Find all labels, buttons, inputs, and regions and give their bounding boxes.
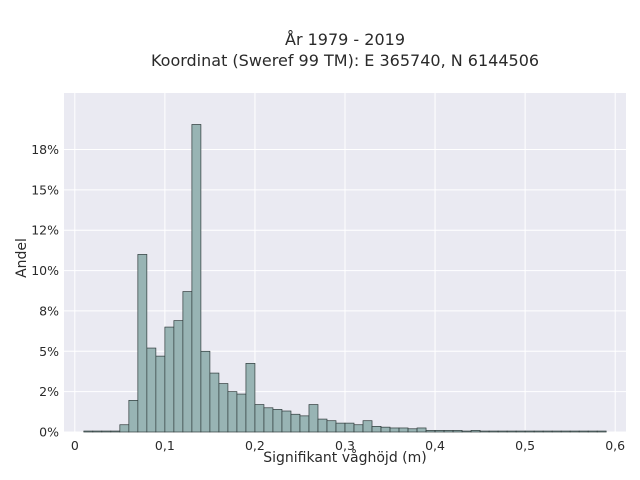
histogram-bar (128, 400, 139, 433)
histogram-bar (497, 430, 508, 433)
histogram-bar (398, 427, 409, 433)
x-axis-label: Signifikant våghöjd (m) (263, 449, 426, 466)
histogram-bar (236, 393, 247, 433)
histogram-bar (83, 430, 94, 433)
histogram-bar (506, 430, 517, 433)
histogram-bar (443, 430, 454, 433)
histogram-bar (218, 383, 229, 433)
histogram-bar (515, 430, 526, 433)
histogram-bar (596, 430, 607, 433)
histogram-bar (533, 430, 544, 433)
histogram-bar (560, 430, 571, 433)
histogram-bar (317, 418, 328, 433)
x-tick-labels: 0 0,1 0,2 0,3 0,4 0,5 0,6 (71, 438, 625, 453)
histogram-bars (83, 124, 607, 433)
y-tick-label: 18% (31, 142, 59, 157)
histogram-bar (173, 320, 184, 433)
histogram-bar (371, 426, 382, 433)
histogram-bar (479, 430, 490, 433)
x-tick-label: 0,5 (515, 438, 535, 453)
histogram-bar (119, 424, 130, 433)
histogram-bar (254, 404, 265, 433)
x-tick-label: 0,1 (155, 438, 175, 453)
histogram-bar (587, 430, 598, 433)
y-tick-label: 2% (39, 384, 59, 399)
histogram-bar (326, 420, 337, 433)
histogram-bar (182, 291, 193, 433)
y-tick-label: 10% (31, 263, 59, 278)
histogram-bar (434, 430, 445, 433)
histogram-bar (263, 407, 274, 433)
histogram-bar (425, 430, 436, 433)
histogram-bar (344, 422, 355, 433)
histogram-bar (245, 363, 256, 433)
histogram-bar (524, 430, 535, 433)
histogram-bar (461, 430, 472, 433)
histogram-bar (407, 428, 418, 433)
histogram-bar (362, 420, 373, 433)
x-tick-label: 0,6 (605, 438, 625, 453)
histogram-bar (542, 430, 553, 433)
y-tick-label: 12% (31, 223, 59, 238)
histogram-bar (380, 426, 391, 433)
histogram-bar (191, 124, 202, 433)
chart-title-line-2: Koordinat (Sweref 99 TM): E 365740, N 61… (151, 51, 539, 70)
histogram-bar (389, 427, 400, 433)
histogram-bar (92, 430, 103, 433)
histogram-bar (353, 424, 364, 433)
x-tick-label: 0,2 (245, 438, 265, 453)
x-tick-label: 0,3 (335, 438, 355, 453)
histogram-bar (299, 415, 310, 433)
histogram-bar (110, 430, 121, 433)
histogram-bar (290, 413, 301, 433)
histogram-bar (281, 410, 292, 433)
histogram-bar (488, 430, 499, 433)
y-tick-label: 15% (31, 182, 59, 197)
histogram-bar (146, 347, 157, 433)
histogram-bar (272, 409, 283, 433)
y-tick-label: 8% (39, 303, 59, 318)
chart-title-line-1: År 1979 - 2019 (285, 30, 405, 49)
histogram-bar (452, 430, 463, 433)
histogram-bar (227, 391, 238, 433)
histogram-bar (155, 355, 166, 433)
histogram-bar (200, 350, 211, 433)
y-axis-label: Andel (14, 238, 30, 278)
histogram-bar (308, 404, 319, 433)
histogram-bar (470, 430, 481, 433)
histogram-bar (551, 430, 562, 433)
histogram-bar (569, 430, 580, 433)
histogram-bar (164, 326, 175, 433)
histogram-bar (416, 427, 427, 433)
histogram-bar (578, 430, 589, 433)
x-tick-label: 0,4 (425, 438, 445, 453)
histogram-bar (101, 430, 112, 433)
histogram-bar (137, 254, 148, 433)
histogram-bar (209, 372, 220, 433)
y-tick-labels: 0% 2% 5% 8% 10% 12% 15% 18% (31, 142, 59, 440)
histogram-bar (335, 422, 346, 433)
y-tick-label: 0% (39, 425, 59, 440)
x-tick-label: 0 (71, 438, 79, 453)
y-tick-label: 5% (39, 344, 59, 359)
